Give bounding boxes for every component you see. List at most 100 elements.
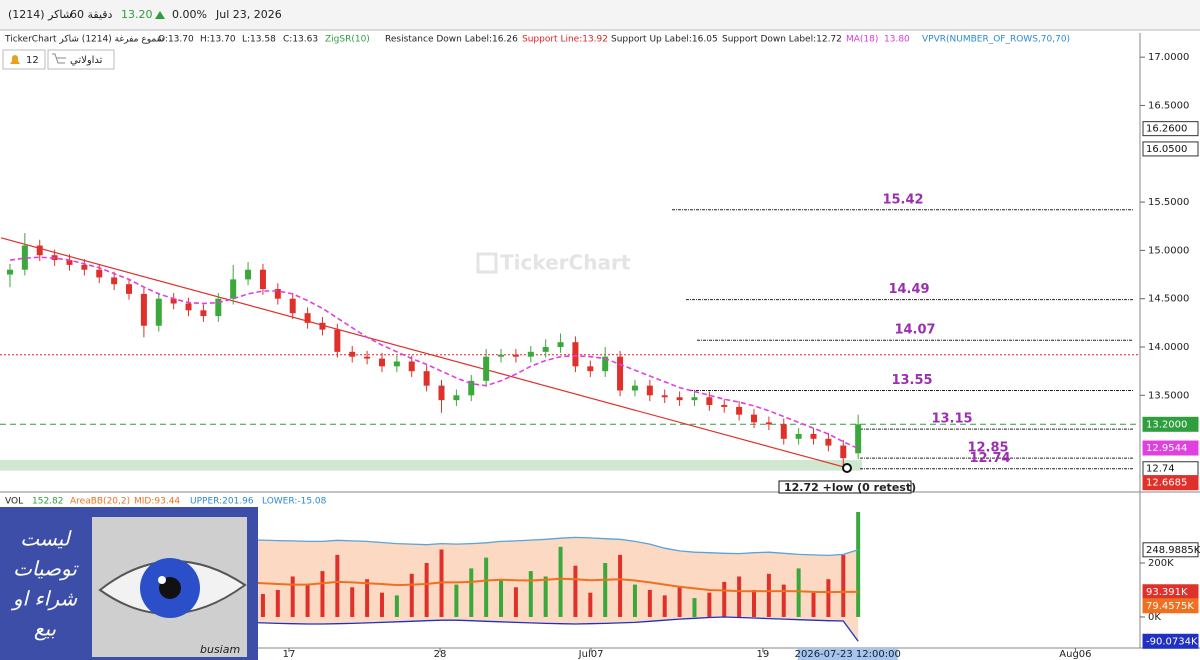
volume-bar xyxy=(513,587,518,617)
x-tick-label: Jul07 xyxy=(578,649,604,660)
volume-bar xyxy=(796,568,801,617)
volume-bar xyxy=(856,512,861,617)
watermark: TickerChart xyxy=(500,251,631,275)
x-tick-label: 17 xyxy=(283,649,296,660)
annotation: 12.72 +low (0 retest) xyxy=(784,481,916,494)
volume-bar xyxy=(618,554,623,617)
trades-label: تداولاتي xyxy=(70,55,103,66)
candle-body xyxy=(587,366,594,372)
bell-icon xyxy=(10,55,20,64)
trend-line xyxy=(0,237,844,468)
price-panel xyxy=(0,33,1140,490)
candle-body xyxy=(736,406,743,415)
price-badge xyxy=(1142,141,1199,157)
volume-bar xyxy=(632,584,637,617)
volume-bar xyxy=(707,592,712,617)
candle-body xyxy=(557,342,564,348)
x-tick-label: 19 xyxy=(757,649,770,660)
volume-bar xyxy=(647,589,652,617)
trades-button[interactable] xyxy=(47,49,115,70)
y-tick-label: 15.5000 xyxy=(1148,197,1189,208)
price-badge xyxy=(1142,633,1199,649)
price-badge xyxy=(1142,475,1199,491)
alerts-button[interactable] xyxy=(2,49,46,70)
volume-bar xyxy=(751,589,756,617)
volume-bar xyxy=(424,563,429,617)
candle-body xyxy=(274,289,281,299)
cursor-label: 2026-07-23 12:00:00 xyxy=(795,649,901,660)
level-label: 13.15 xyxy=(931,412,972,427)
candle-body xyxy=(542,347,549,352)
y-tick-label: 200K xyxy=(1148,558,1174,569)
volume-bar xyxy=(409,573,414,617)
candle-body xyxy=(378,358,385,367)
candle-body xyxy=(304,313,311,323)
candle-body xyxy=(810,433,817,439)
volume-legend: AreaBB(20,2) xyxy=(70,497,130,507)
disclaimer-line: توصيات xyxy=(13,557,79,581)
x-tick-label: 28 xyxy=(434,649,447,660)
volume-bar xyxy=(365,579,370,617)
low-marker xyxy=(842,463,852,473)
candle-body xyxy=(780,424,787,439)
price-badge xyxy=(1142,121,1199,137)
candle-body xyxy=(572,342,579,367)
volume-legend: LOWER:-15.08 xyxy=(262,497,327,507)
volume-bar xyxy=(499,579,504,617)
candle-body xyxy=(765,422,772,425)
annotation-box xyxy=(778,480,912,494)
candle-body xyxy=(140,293,147,326)
volume-bar xyxy=(766,573,771,617)
candle-body xyxy=(6,269,13,275)
volume-bar xyxy=(662,595,667,617)
candle-body xyxy=(602,356,609,372)
alerts-count: 12 xyxy=(26,55,39,66)
disclaimer-line: ليست xyxy=(20,527,73,551)
up-arrow xyxy=(155,11,165,19)
price-badge xyxy=(1142,416,1199,432)
y-tick-label: 0K xyxy=(1148,612,1161,623)
candle-body xyxy=(423,371,430,386)
volume-bar xyxy=(275,589,280,617)
highlight xyxy=(158,576,166,584)
candle-body xyxy=(691,397,698,401)
candle-body xyxy=(66,260,73,265)
legend-item: Support Line:13.92 xyxy=(522,35,608,45)
volume-bar xyxy=(826,579,831,617)
volume-bar xyxy=(305,584,310,617)
ma-line xyxy=(9,256,859,450)
price-badge-label: 93.391K xyxy=(1146,587,1188,598)
volume-bar xyxy=(603,563,608,617)
volume-bar xyxy=(260,594,265,617)
price-badge-label: 16.0500 xyxy=(1146,144,1187,155)
volume-bar xyxy=(335,554,340,617)
candle-body xyxy=(631,385,638,391)
legend-item: Support Down Label:12.72 xyxy=(722,35,842,45)
disclaimer-line: شراء او xyxy=(10,587,78,611)
volume-bar xyxy=(469,568,474,617)
legend-item: O:13.70 xyxy=(158,35,194,45)
last-price: 13.20 xyxy=(121,8,153,21)
legend-item: MA(18) xyxy=(846,35,878,45)
candle-body xyxy=(498,354,505,357)
level-label: 14.07 xyxy=(894,323,935,338)
candle-body xyxy=(185,303,192,311)
candle-body xyxy=(126,284,133,294)
candle-body xyxy=(840,445,847,459)
candle-body xyxy=(825,438,832,446)
interval: 60 دقيقة xyxy=(70,8,113,21)
y-tick-label: 17.0000 xyxy=(1148,52,1189,63)
volume-bar xyxy=(543,576,548,617)
legend-item: TickerChart شموع مفرغة (1214) شاكر xyxy=(4,35,164,45)
volume-bar xyxy=(692,598,697,617)
candle-body xyxy=(319,322,326,330)
volume-bar xyxy=(350,587,355,617)
candle-body xyxy=(468,380,475,396)
date: Jul 23, 2026 xyxy=(215,8,282,21)
volume-bar xyxy=(841,554,846,617)
candle-body xyxy=(230,279,237,299)
legend-item: H:13.70 xyxy=(200,35,236,45)
candle-body xyxy=(646,385,653,396)
y-tick-label: 14.5000 xyxy=(1148,294,1189,305)
